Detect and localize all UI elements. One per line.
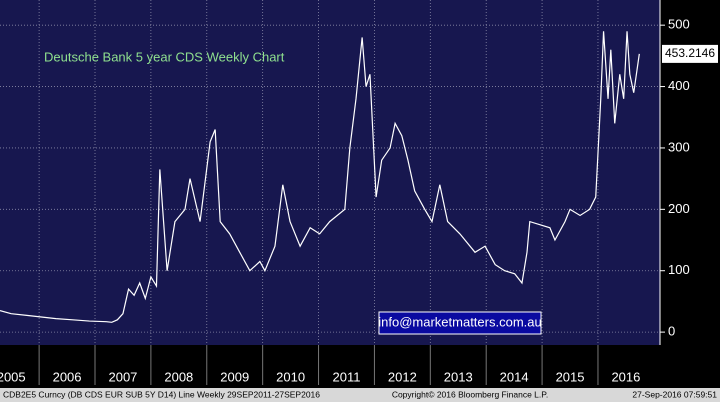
- x-tick-label: 2012: [388, 369, 417, 384]
- y-tick-label: 300: [668, 139, 690, 154]
- last-value-label: 453.2146: [665, 46, 715, 60]
- plot-background: [0, 0, 660, 345]
- footer-center: Copyright© 2016 Bloomberg Finance L.P.: [392, 389, 548, 399]
- footer-bar: [0, 388, 720, 402]
- last-value-box: [662, 44, 718, 63]
- annotation: info@marketmatters.com.au: [378, 314, 541, 329]
- x-tick-label: 2006: [53, 369, 82, 384]
- x-tick-label: 2013: [444, 369, 473, 384]
- y-tick-label: 400: [668, 78, 690, 93]
- x-tick-label: 2016: [611, 369, 640, 384]
- y-tick-label: 200: [668, 201, 690, 216]
- x-tick-label: 2014: [500, 369, 529, 384]
- y-tick-label: 100: [668, 262, 690, 277]
- x-tick-label: 2005: [0, 369, 26, 384]
- x-tick-label: 2007: [108, 369, 137, 384]
- x-tick-label: 2015: [556, 369, 585, 384]
- chart-title: Deutsche Bank 5 year CDS Weekly Chart: [44, 49, 285, 64]
- y-tick-label: 500: [668, 17, 690, 32]
- annotation-box: [378, 311, 542, 335]
- footer-left: CDB2E5 Curncy (DB CDS EUR SUB 5Y D14) Li…: [3, 389, 320, 399]
- x-tick-label: 2011: [333, 369, 361, 384]
- x-tick-label: 2008: [164, 369, 193, 384]
- footer-right: 27-Sep-2016 07:59:51: [632, 389, 717, 399]
- x-tick-label: 2009: [220, 369, 249, 384]
- x-tick-label: 2010: [276, 369, 305, 384]
- cds-line: [0, 31, 640, 323]
- y-tick-label: 0: [668, 324, 675, 339]
